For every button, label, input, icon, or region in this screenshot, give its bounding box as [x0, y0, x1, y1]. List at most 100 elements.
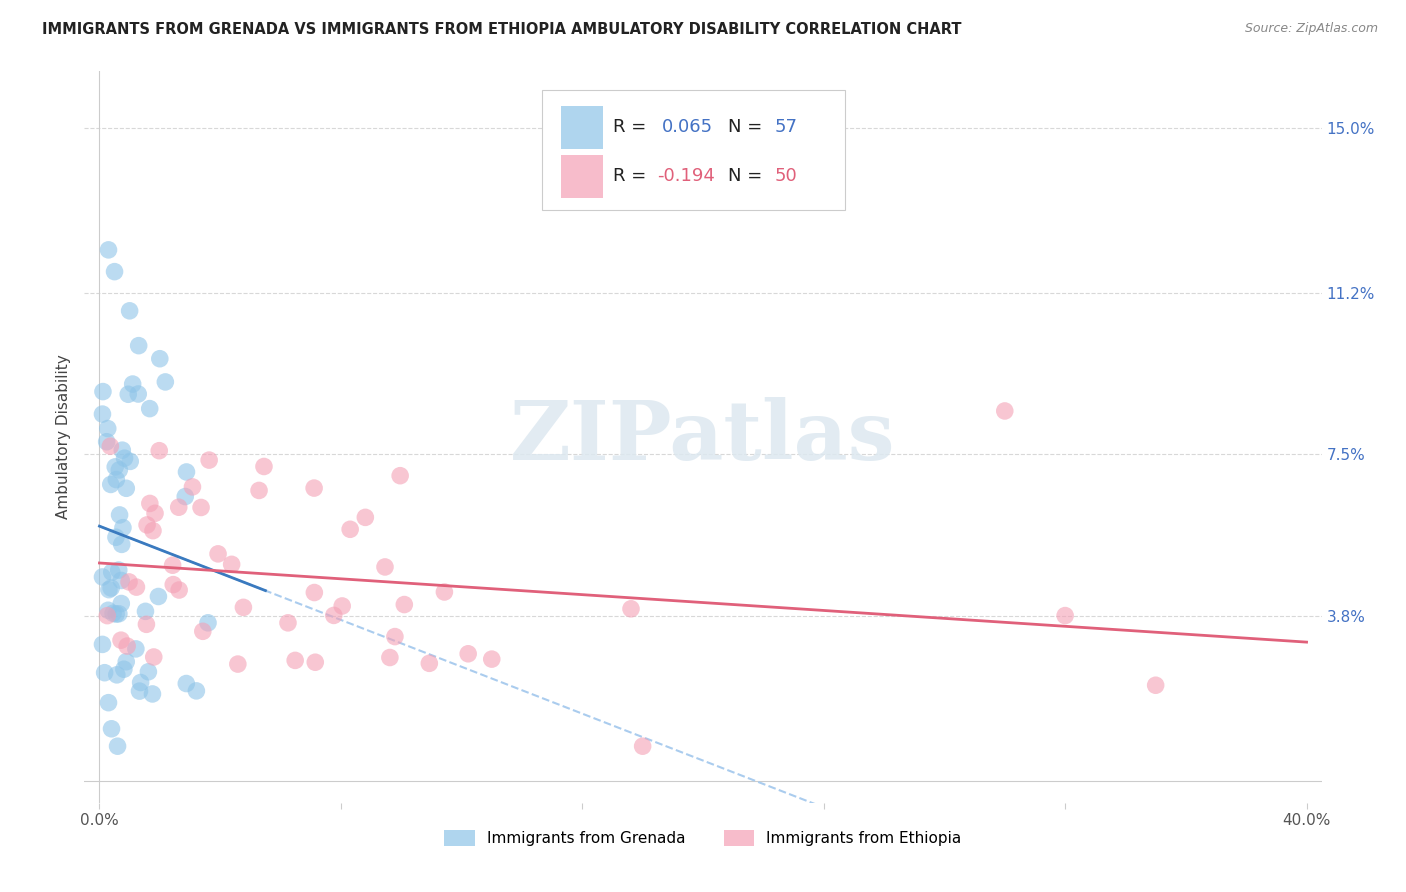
Text: -0.194: -0.194: [657, 167, 716, 186]
Text: 57: 57: [775, 119, 797, 136]
Point: [176, 465, 198, 479]
Point: [97, 582, 120, 597]
Point: [134, 604, 156, 618]
Point: [138, 665, 160, 679]
Point: [167, 500, 190, 515]
Text: ZIPatlas: ZIPatlas: [510, 397, 896, 477]
Point: [105, 668, 128, 682]
Text: N =: N =: [728, 167, 768, 186]
Point: [91, 407, 114, 421]
Text: R =: R =: [613, 119, 651, 136]
Point: [127, 387, 149, 401]
Point: [631, 739, 654, 754]
Point: [389, 468, 412, 483]
Point: [100, 477, 122, 491]
Point: [481, 652, 503, 666]
Point: [141, 687, 163, 701]
Point: [104, 459, 127, 474]
Point: [121, 377, 143, 392]
Point: [384, 630, 406, 644]
Point: [103, 265, 125, 279]
Text: Source: ZipAtlas.com: Source: ZipAtlas.com: [1244, 22, 1378, 36]
Point: [97, 603, 120, 617]
Point: [98, 439, 121, 453]
Point: [129, 675, 152, 690]
Point: [394, 598, 416, 612]
Point: [155, 375, 177, 389]
Text: IMMIGRANTS FROM GRENADA VS IMMIGRANTS FROM ETHIOPIA AMBULATORY DISABILITY CORREL: IMMIGRANTS FROM GRENADA VS IMMIGRANTS FR…: [42, 22, 962, 37]
Point: [284, 653, 307, 667]
Point: [100, 722, 122, 736]
Point: [118, 303, 141, 318]
FancyBboxPatch shape: [561, 155, 603, 198]
Point: [111, 521, 134, 535]
Point: [186, 684, 208, 698]
Point: [142, 524, 165, 538]
Point: [91, 570, 114, 584]
Point: [354, 510, 377, 524]
Point: [143, 506, 166, 520]
Point: [162, 558, 184, 573]
Point: [174, 490, 197, 504]
Text: 50: 50: [775, 167, 797, 186]
Point: [120, 454, 142, 468]
Point: [111, 537, 134, 551]
Point: [433, 585, 456, 599]
Point: [176, 676, 198, 690]
Y-axis label: Ambulatory Disability: Ambulatory Disability: [56, 355, 72, 519]
Point: [107, 563, 129, 577]
Point: [105, 607, 128, 621]
Point: [97, 421, 120, 435]
Point: [138, 401, 160, 416]
Point: [110, 633, 132, 648]
Point: [148, 590, 170, 604]
Point: [97, 696, 120, 710]
Point: [322, 608, 344, 623]
Point: [135, 617, 157, 632]
Point: [96, 608, 118, 623]
Point: [190, 500, 212, 515]
Point: [101, 607, 124, 621]
Point: [112, 662, 135, 676]
Point: [620, 602, 643, 616]
Point: [107, 739, 129, 754]
Point: [93, 665, 115, 680]
Point: [128, 684, 150, 698]
Point: [104, 530, 127, 544]
Point: [181, 480, 204, 494]
Point: [142, 650, 165, 665]
Point: [418, 657, 440, 671]
Point: [304, 585, 326, 599]
Point: [136, 517, 159, 532]
Point: [994, 404, 1017, 418]
Point: [330, 599, 353, 613]
Point: [91, 384, 114, 399]
Point: [253, 459, 276, 474]
Point: [110, 597, 132, 611]
Point: [108, 508, 131, 522]
Point: [148, 443, 170, 458]
Point: [105, 473, 128, 487]
Point: [277, 615, 299, 630]
Point: [232, 600, 254, 615]
Point: [302, 481, 325, 495]
Text: N =: N =: [728, 119, 768, 136]
Point: [108, 463, 131, 477]
Point: [100, 565, 122, 579]
Point: [97, 243, 120, 257]
Point: [167, 582, 190, 597]
Point: [128, 338, 150, 352]
Point: [162, 577, 184, 591]
Point: [378, 650, 401, 665]
Point: [125, 580, 148, 594]
Point: [100, 581, 122, 595]
Point: [197, 615, 219, 630]
FancyBboxPatch shape: [561, 106, 603, 149]
Point: [115, 481, 138, 495]
Point: [125, 641, 148, 656]
Point: [226, 657, 249, 671]
Point: [1144, 678, 1167, 692]
Point: [198, 453, 221, 467]
Point: [374, 560, 396, 574]
Point: [149, 351, 172, 366]
